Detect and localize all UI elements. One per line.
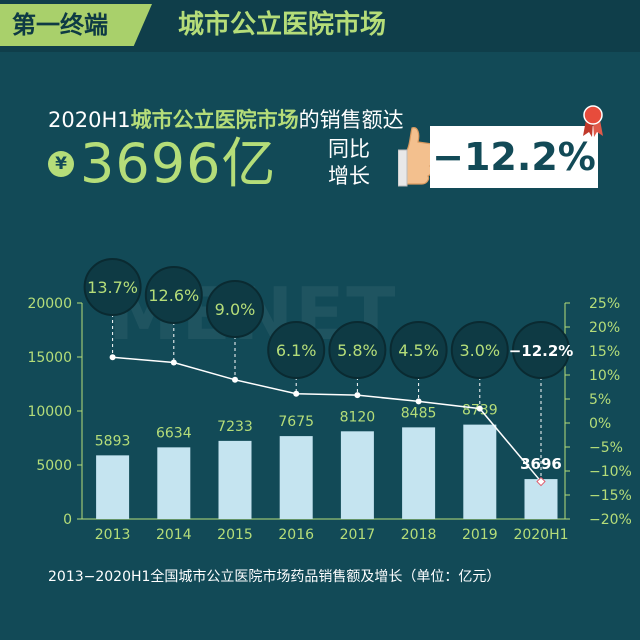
yoy-growth-value: −12.2% [430,126,598,188]
growth-bubble [144,266,203,324]
growth-bubble [450,321,509,379]
right-axis-tick-label: 10% [589,368,620,384]
bar [402,427,436,519]
yoy-label: 同比 增长 [328,136,388,190]
bar-value-label: 5893 [95,433,131,449]
right-axis-tick-label: 25% [589,296,620,312]
left-axis-tick-label: 0 [63,512,72,528]
headline-highlight: 城市公立医院市场 [130,108,299,132]
headline-prefix: 2020H1 [48,108,131,132]
x-axis-tick-label: 2015 [217,527,253,543]
bar-value-label: 7233 [217,419,253,435]
right-axis-tick-label: −20% [589,512,632,528]
bar [279,436,313,519]
growth-point [536,476,546,487]
growth-point [109,354,116,361]
growth-bubble [512,321,570,379]
bar [157,447,191,519]
yen-icon: ¥ [48,151,74,177]
headline-suffix: 的销售额达 [298,108,404,132]
x-axis-tick-label: 2014 [156,527,192,543]
left-axis-tick-label: 10000 [27,404,72,420]
right-axis-tick-label: −5% [589,440,623,456]
headline: 2020H1城市公立医院市场的销售额达 [48,104,404,134]
growth-bubble-label: 9.0% [215,300,256,319]
award-ribbon-icon [583,105,603,137]
bar [463,424,497,519]
growth-bubble [389,321,448,379]
x-axis-tick-label: 2013 [95,527,131,543]
growth-bubble [267,321,326,379]
growth-point [415,398,422,405]
yoy-label-line1: 同比 [328,137,370,161]
left-axis-tick-label: 5000 [36,458,72,474]
bar-value-label: 8485 [401,405,437,421]
page-title: 城市公立医院市场 [178,10,387,40]
right-axis-tick-label: −15% [589,488,632,504]
growth-line [112,356,542,483]
bar [340,431,374,519]
x-axis-tick-label: 2020H1 [513,527,568,543]
growth-bubble-label: 12.6% [148,286,199,305]
growth-point [232,376,238,383]
right-axis-tick-label: −10% [589,464,632,480]
bar-value-label: 6634 [156,425,192,441]
growth-bubble-label: 13.7% [87,278,138,297]
growth-bubble [206,280,264,338]
right-axis-tick-label: 0% [589,416,611,432]
sales-figure: ¥ 3696亿 [48,134,276,194]
bar [96,455,130,519]
yoy-label-line2: 增长 [328,164,370,188]
left-axis-tick-label: 20000 [27,296,72,312]
x-axis-tick-label: 2016 [278,527,314,543]
growth-point [293,390,300,397]
x-axis-tick-label: 2017 [340,527,376,543]
bar-value-label: 8120 [340,409,376,425]
growth-bubble-label: 4.5% [398,341,439,360]
chart-caption: 2013−2020H1全国城市公立医院市场药品销售额及增长（单位：亿元） [48,569,501,585]
sales-value: 3696亿 [80,132,277,195]
growth-bubble-label: −12.2% [509,342,574,360]
growth-bubble [83,258,142,316]
x-axis-tick-label: 2019 [462,527,498,543]
growth-point [476,405,483,412]
right-axis-tick-label: 5% [589,392,611,408]
section-tag: 第一终端 [0,4,152,46]
growth-bubble-label: 3.0% [459,341,500,360]
right-axis-tick-label: 20% [589,320,620,336]
growth-bubble-label: 6.1% [276,341,317,360]
right-axis-tick-label: 15% [589,344,620,360]
left-axis-tick-label: 15000 [27,350,72,366]
bar [218,440,252,519]
growth-bubble [328,321,387,379]
thumbs-up-icon [398,127,437,187]
growth-point [354,392,361,399]
x-axis-tick-label: 2018 [401,527,437,543]
growth-bubble-label: 5.8% [337,341,378,360]
bar-value-label: 7675 [278,414,314,430]
growth-point [170,359,177,366]
